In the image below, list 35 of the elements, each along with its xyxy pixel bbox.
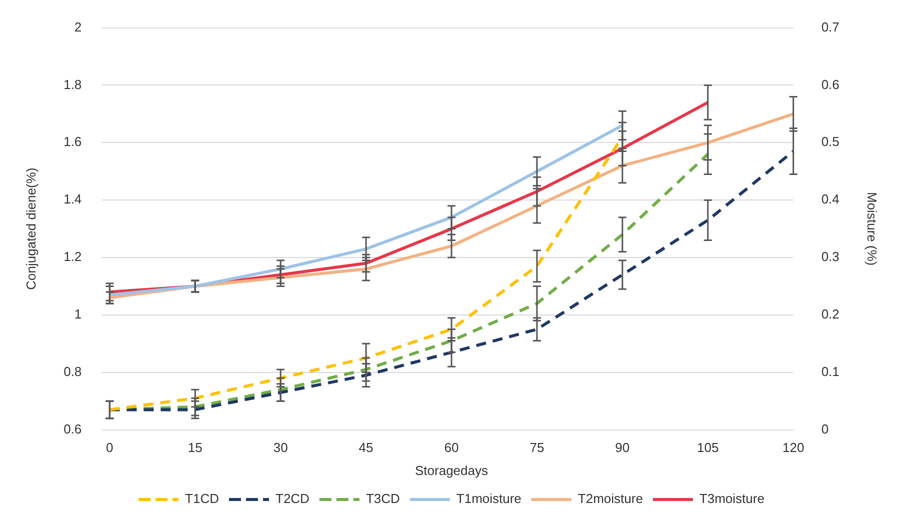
y2-tick-label: 0.1 (821, 364, 840, 379)
legend-label: T3moisture (699, 491, 764, 506)
x-tick-label: 105 (697, 440, 719, 456)
y-tick-label: 0.6 (64, 421, 82, 436)
x-tick-label: 15 (188, 440, 202, 456)
legend-label: T1CD (185, 491, 220, 506)
y2-tick-label: 0.4 (821, 192, 840, 207)
x-tick-label: 75 (530, 440, 544, 456)
legend-label: T1moisture (456, 491, 522, 506)
y2-tick-label: 0.3 (821, 249, 840, 264)
x-tick-label: 0 (106, 440, 114, 456)
x-tick-label: 45 (358, 440, 374, 456)
y-tick-label: 1.2 (64, 249, 82, 264)
y-tick-label: 0.8 (64, 364, 82, 379)
y-tick-label: 1.6 (64, 134, 82, 150)
legend-label: T2CD (276, 491, 310, 506)
x-tick-label: 120 (782, 440, 804, 456)
x-tick-label: 60 (444, 440, 459, 456)
y2-tick-label: 0.7 (821, 19, 840, 34)
x-tick-label: 30 (273, 440, 288, 456)
legend-label: T3CD (366, 491, 400, 506)
y-axis-title: Conjugated diene(%) (23, 168, 38, 290)
y2-axis-title: Moisture (%) (864, 192, 880, 266)
y-tick-label: 1.4 (64, 192, 82, 207)
y-tick-label: 1 (74, 306, 82, 322)
line-series (108, 135, 624, 412)
y2-tick-label: 0 (821, 421, 829, 436)
y2-tick-label: 0.5 (821, 134, 840, 150)
y2-tick-label: 0.6 (821, 76, 840, 92)
legend-label: T2moisture (578, 491, 643, 506)
y2-tick-label: 0.2 (821, 306, 840, 322)
x-axis-title: Storagedays (415, 462, 488, 478)
y-tick-label: 1.8 (64, 76, 82, 92)
x-tick-label: 90 (615, 440, 630, 456)
y-tick-label: 2 (74, 19, 82, 34)
